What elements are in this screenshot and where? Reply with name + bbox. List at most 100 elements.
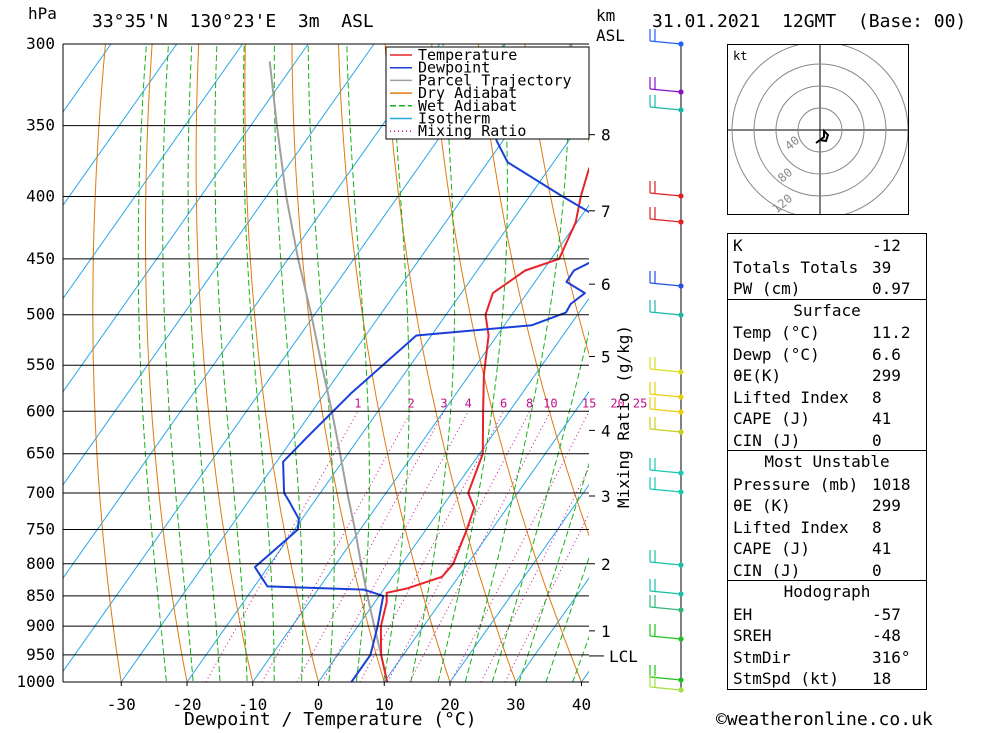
isotherm-line [383, 390, 589, 682]
isotherm-line [63, 44, 243, 300]
legend-entry: Mixing Ratio [418, 122, 526, 140]
pressure-tick-labels: 300 350 400 450 500 550 600 650 700 750 800 850 900 9… [16, 34, 55, 691]
pressure-tick-label: 500 [26, 305, 55, 324]
wind-barb [649, 579, 682, 595]
mixing-ratio-label: 1 [354, 396, 361, 410]
km-tick-label: 5 [601, 347, 611, 366]
wind-barb [649, 357, 682, 373]
wet-adiabat-line [410, 44, 456, 682]
mixing-ratio-lines [205, 411, 589, 682]
hodo-row: SREH -48 [733, 626, 901, 645]
wet-adiabat-line [491, 329, 589, 682]
legend-entry: Wet Adiabat [418, 97, 517, 115]
pressure-tick-label: 600 [26, 401, 55, 420]
hodo-ring-label-2: 80 [775, 165, 795, 185]
wet-adiabat-line [307, 44, 335, 682]
wind-barb [649, 29, 682, 45]
wind-barb [649, 271, 682, 287]
dry-adiabat-line [291, 44, 385, 682]
temperature-tick-label: -20 [173, 695, 202, 714]
wet-adiabat-line [437, 44, 508, 682]
wind-barb [649, 181, 682, 197]
pressure-tick-label: 550 [26, 355, 55, 374]
legend-entry: Temperature [418, 46, 517, 64]
legend-entry: Dry Adiabat [418, 84, 517, 102]
hodograph-unit-label: kt [733, 49, 748, 63]
wet-adiabat-line [242, 44, 275, 682]
mixing-ratio-label: 3 [440, 396, 447, 410]
location-title: 33°35'N 130°23'E 3m ASL [92, 11, 374, 32]
hodograph-table-title: Hodograph [783, 582, 871, 601]
wet-adiabat-line [572, 635, 589, 682]
mixing-ratio-label: 4 [465, 396, 472, 410]
surface-title: Surface [793, 300, 861, 320]
index-row-k: K -12 [733, 236, 901, 255]
surface-row: θE(K) 299 [733, 366, 901, 385]
isotherm-line [63, 44, 112, 113]
isotherm-line [63, 44, 506, 673]
wet-adiabat-line [518, 462, 589, 682]
mixing-ratio-labels: 1 2 3 4 6 8 10 15 20 25 [354, 396, 647, 410]
isotherm-line [63, 44, 309, 393]
x-axis-label: Dewpoint / Temperature (°C) [184, 709, 477, 730]
wind-barb [649, 458, 682, 474]
temperature-tick-label: 20 [440, 695, 459, 714]
legend-entry: Dewpoint [418, 59, 490, 77]
wet-adiabat-line [162, 44, 194, 682]
hodo-row: StmDir 316° [733, 647, 911, 667]
hpa-label: hPa [28, 4, 57, 23]
pressure-tick-label: 400 [26, 186, 55, 205]
mixing-ratio-line [409, 411, 551, 682]
dry-adiabat-line [338, 44, 451, 682]
dry-adiabats [92, 44, 1000, 708]
dry-adiabat-line [431, 44, 583, 682]
pressure-tick-label: 850 [26, 586, 55, 605]
dry-adiabat-line [92, 44, 122, 682]
datetime-title: 31.01.2021 12GMT (Base: 00) [652, 11, 967, 32]
pressure-tick-label: 650 [26, 444, 55, 463]
wet-adiabat-line [137, 44, 167, 682]
hodo-row: StmSpd (kt) 18 [733, 669, 892, 688]
wind-barb [649, 397, 682, 413]
surface-row: CIN (J) 0 [733, 430, 882, 450]
hodograph-plot: 40 80 120 [728, 45, 908, 214]
surface-row: CAPE (J) 41 [733, 409, 892, 428]
wind-barb [649, 300, 682, 316]
pressure-tick-label: 950 [26, 645, 55, 664]
dry-adiabat-line [145, 44, 188, 682]
asl-label: ASL [596, 26, 625, 45]
wet-adiabat-line [214, 44, 248, 682]
wind-barb [649, 417, 682, 433]
mu-row: θE (K) 299 [733, 496, 901, 515]
km-tick-label: 7 [601, 202, 611, 221]
mixing-ratio-label: 20 [610, 396, 624, 410]
temperature-tick-label: 10 [375, 695, 394, 714]
surface-row: Temp (°C) 11.2 [733, 323, 911, 342]
dry-adiabat-line [477, 44, 589, 537]
isotherm-line [120, 44, 572, 682]
dry-adiabat-line [991, 44, 1000, 708]
mixing-ratio-label: 25 [633, 396, 647, 410]
wind-barb [649, 77, 682, 93]
mu-row: CAPE (J) 41 [733, 539, 892, 558]
plot-area [63, 44, 1000, 708]
wet-adiabat-line [187, 44, 221, 682]
km-tick-label: 3 [601, 487, 611, 506]
indices-panel: K -12 Totals Totals 39 PW (cm) 0.97 Surface… [727, 233, 927, 690]
hodograph-panel: kt 40 80 120 [727, 44, 909, 215]
km-tick-label: 6 [601, 275, 611, 294]
km-label: km [596, 6, 616, 25]
pressure-tick-label: 300 [26, 34, 55, 53]
pressure-tick-label: 350 [26, 116, 55, 135]
legend-entry: Isotherm [418, 110, 490, 128]
km-tick-label: 8 [601, 126, 611, 145]
index-row-pw: PW (cm) 0.97 [733, 279, 911, 298]
wet-adiabat-line [346, 44, 370, 682]
mixing-ratio-axis-label: Mixing Ratio (g/kg) [614, 325, 633, 508]
mixing-ratio-label: 8 [526, 396, 533, 410]
wind-profile [649, 29, 684, 693]
isotherm-line [63, 44, 178, 207]
km-tick-label: 2 [601, 555, 611, 574]
mu-row: Lifted Index 8 [733, 517, 882, 537]
